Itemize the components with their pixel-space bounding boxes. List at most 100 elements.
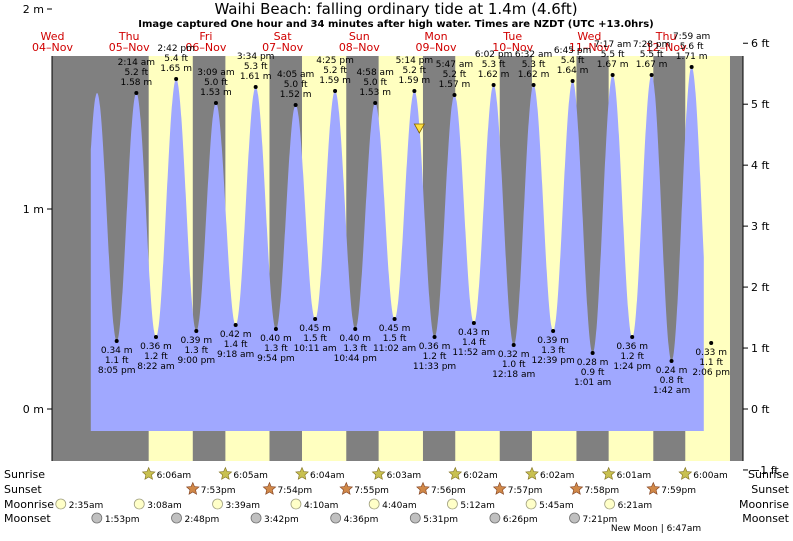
moonrise-time: 4:40am	[382, 501, 417, 511]
moonrise-icon	[133, 498, 145, 510]
low-tide-metres: 0.39 m	[180, 336, 212, 346]
sunrise-icon	[448, 466, 463, 480]
high-tide-metres: 1.67 m	[636, 60, 668, 70]
high-tide-time: 6:45 pm	[554, 46, 592, 56]
high-tide-feet: 5.5 ft	[601, 50, 625, 60]
high-tide-point	[689, 65, 694, 69]
low-tide-time: 11:33 pm	[413, 362, 456, 372]
y-axis-left-label: 0 m	[23, 403, 44, 416]
new-moon-label: New Moon | 6:47am	[611, 524, 701, 534]
moonrise-row-label-left: Moonrise	[4, 498, 54, 511]
sunset-icon	[339, 481, 354, 495]
low-tide-point	[194, 329, 199, 333]
moonrise-icon	[525, 498, 537, 510]
low-tide-metres: 0.36 m	[140, 342, 172, 352]
low-tide-metres: 0.36 m	[616, 342, 648, 352]
high-tide-time: 4:58 am	[356, 68, 393, 78]
low-tide-metres: 0.33 m	[695, 348, 727, 358]
sunrise-time: 6:00am	[693, 471, 728, 481]
low-tide-point	[313, 317, 318, 321]
moonset-icon	[409, 512, 421, 524]
high-tide-time: 6:02 pm	[475, 50, 513, 60]
moonrise-icon	[368, 498, 380, 510]
low-tide-feet: 1.5 ft	[383, 334, 407, 344]
low-tide-point	[114, 339, 119, 343]
low-tide-time: 8:05 pm	[98, 366, 136, 376]
sunrise-icon	[141, 466, 156, 480]
date-label: 06–Nov	[185, 41, 226, 54]
y-axis-right-label: 5 ft	[751, 98, 770, 111]
high-tide-point	[253, 85, 258, 89]
y-axis-right-label: −1 ft	[751, 464, 779, 477]
high-tide-metres: 1.65 m	[160, 64, 192, 74]
high-tide-time: 2:14 am	[118, 58, 155, 68]
moonrise-time: 3:39am	[226, 501, 261, 511]
low-tide-metres: 0.45 m	[299, 324, 331, 334]
day-label: Tue	[502, 30, 522, 43]
high-tide-point	[213, 101, 218, 105]
sunrise-icon	[371, 466, 386, 480]
sunrise-icon	[678, 466, 693, 480]
moonrise-time: 4:10am	[304, 501, 339, 511]
sunset-icon	[646, 481, 661, 495]
high-tide-feet: 5.2 ft	[403, 66, 427, 76]
high-tide-feet: 5.0 ft	[284, 80, 308, 90]
chart-title: Waihi Beach: falling ordinary tide at 1.…	[214, 0, 577, 18]
high-tide-point	[134, 91, 139, 95]
high-tide-feet: 5.5 ft	[640, 50, 664, 60]
sunset-icon	[569, 481, 584, 495]
sunset-icon	[185, 481, 200, 495]
low-tide-metres: 0.45 m	[379, 324, 411, 334]
moonset-time: 1:53pm	[105, 515, 140, 525]
high-tide-time: 5:47 am	[436, 60, 473, 70]
sunrise-icon	[525, 466, 539, 480]
date-label: 12–Nov	[646, 41, 687, 54]
low-tide-metres: 0.40 m	[339, 334, 371, 344]
day-label: Wed	[41, 30, 65, 43]
low-tide-feet: 1.5 ft	[303, 334, 327, 344]
sunset-time: 7:55pm	[354, 486, 389, 496]
moonrise-time: 5:12am	[460, 501, 495, 511]
sunrise-time: 6:01am	[617, 471, 652, 481]
low-tide-time: 12:39 pm	[531, 356, 574, 366]
low-tide-metres: 0.43 m	[458, 328, 490, 338]
low-tide-feet: 1.4 ft	[224, 340, 248, 350]
moonset-icon	[91, 512, 103, 524]
sunset-time: 7:53pm	[201, 486, 236, 496]
low-tide-time: 10:44 pm	[334, 354, 377, 364]
sunset-row-label-left: Sunset	[4, 483, 42, 496]
low-tide-feet: 1.3 ft	[184, 346, 208, 356]
y-axis-left-label: 1 m	[23, 203, 44, 216]
low-tide-point	[353, 327, 358, 331]
low-tide-point	[471, 321, 476, 325]
date-label: 08–Nov	[339, 41, 380, 54]
moonrise-icon	[447, 498, 458, 510]
day-label: Sun	[349, 30, 370, 43]
low-tide-point	[551, 329, 556, 333]
date-label: 11–Nov	[569, 41, 610, 54]
day-label: Mon	[424, 30, 447, 43]
moonset-icon	[489, 512, 501, 524]
sunrise-icon	[601, 466, 616, 480]
current-tide-marker	[413, 123, 426, 134]
low-tide-point	[233, 323, 238, 327]
high-tide-metres: 1.62 m	[478, 70, 510, 80]
low-tide-metres: 0.32 m	[498, 350, 530, 360]
high-tide-point	[373, 101, 378, 105]
moonrise-icon	[212, 498, 223, 510]
low-tide-time: 11:52 am	[452, 348, 495, 358]
low-tide-time: 10:11 am	[294, 344, 337, 354]
high-tide-time: 3:09 am	[197, 68, 234, 78]
low-tide-feet: 1.3 ft	[264, 344, 288, 354]
low-tide-point	[630, 335, 635, 339]
moonset-icon	[330, 512, 342, 524]
moonrise-icon	[604, 498, 616, 510]
date-label: 09–Nov	[416, 41, 457, 54]
high-tide-feet: 5.2 ft	[124, 68, 148, 78]
low-tide-feet: 1.0 ft	[502, 360, 526, 370]
moonset-row-label-left: Moonset	[4, 512, 51, 525]
sunset-time: 7:54pm	[277, 486, 312, 496]
high-tide-metres: 1.59 m	[319, 76, 351, 86]
tide-area	[90, 67, 704, 431]
low-tide-feet: 1.3 ft	[541, 346, 565, 356]
